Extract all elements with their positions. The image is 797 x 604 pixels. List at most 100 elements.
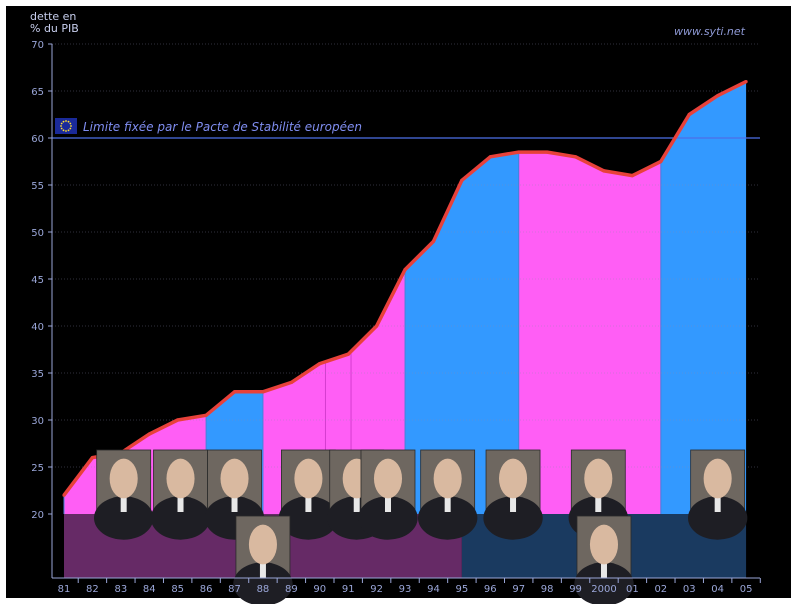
eu-flag-icon	[55, 118, 77, 134]
debt-point	[346, 352, 350, 356]
x-tick-label: 82	[86, 584, 99, 595]
debt-point	[176, 418, 180, 422]
prime-minister-portrait-icon	[150, 449, 211, 540]
y-tick-label: 60	[31, 134, 44, 145]
x-tick-label: 90	[313, 584, 326, 595]
x-tick-label: 97	[512, 584, 525, 595]
debt-point	[602, 169, 606, 173]
portrait-collar	[600, 560, 607, 578]
portrait-face	[589, 524, 619, 565]
government-area-left	[518, 152, 661, 514]
portrait-face	[294, 458, 323, 499]
y-tick-label: 35	[31, 369, 44, 380]
x-tick-label: 85	[171, 584, 184, 595]
eu-flag-star	[60, 127, 63, 130]
prime-minister-portrait-icon	[204, 449, 265, 540]
eu-flag-star	[62, 120, 65, 123]
x-tick-label: 87	[228, 584, 241, 595]
debt-point	[90, 456, 95, 460]
x-tick-label: 89	[285, 584, 298, 595]
y-tick-label: 55	[31, 181, 44, 192]
portrait-collar	[595, 494, 602, 512]
debt-point	[573, 155, 578, 159]
debt-point	[716, 94, 720, 98]
debt-point	[204, 413, 208, 417]
portrait-shoulders	[483, 496, 543, 540]
y-tick-label: 65	[31, 87, 44, 98]
portrait-shoulders	[358, 496, 418, 540]
eu-flag-star	[65, 120, 67, 122]
eu-flag-star	[67, 120, 70, 123]
prime-minister-portrait-icon	[93, 449, 154, 540]
portrait-face	[109, 458, 138, 499]
x-tick-label: 93	[399, 584, 412, 595]
x-tick-label: 95	[456, 584, 469, 595]
portrait-collar	[305, 494, 312, 512]
president-portrait-icon	[574, 515, 634, 604]
portrait-face	[220, 458, 249, 499]
debt-point	[289, 380, 293, 384]
debt-point	[545, 150, 549, 154]
y-unit-label: dette en	[30, 10, 76, 23]
x-tick-label: 96	[484, 584, 497, 595]
portrait-face	[498, 458, 528, 499]
x-tick-label: 2000	[591, 584, 616, 595]
x-tick-label: 83	[114, 584, 127, 595]
debt-point	[630, 174, 635, 178]
portrait-collar	[353, 494, 360, 512]
y-tick-label: 40	[31, 322, 44, 333]
x-tick-label: 91	[342, 584, 355, 595]
debt-point	[147, 432, 151, 436]
debt-point	[62, 493, 66, 497]
debt-point	[488, 155, 492, 159]
president-portrait-icon	[233, 515, 293, 604]
eu-flag-star	[60, 125, 62, 127]
x-tick-label: 01	[626, 584, 639, 595]
x-tick-label: 84	[143, 584, 156, 595]
x-tick-label: 86	[200, 584, 213, 595]
portrait-face	[703, 458, 732, 499]
source-credit: www.syti.net	[674, 25, 746, 38]
portrait-collar	[384, 494, 391, 512]
portrait-collar	[177, 494, 184, 512]
x-tick-label: 88	[257, 584, 270, 595]
portrait-face	[248, 524, 277, 565]
portrait-shoulders	[150, 496, 211, 540]
debt-point	[687, 112, 691, 117]
y-tick-label: 20	[31, 510, 44, 521]
x-tick-label: 98	[541, 584, 554, 595]
debt-point	[403, 268, 407, 272]
portrait-face	[166, 458, 195, 499]
y-tick-label: 50	[31, 228, 44, 239]
portrait-face	[433, 458, 462, 499]
prime-minister-portrait-icon	[278, 449, 339, 540]
portrait-shoulders	[687, 496, 748, 540]
x-tick-label: 05	[740, 584, 753, 595]
debt-point	[659, 159, 663, 164]
y-tick-label: 45	[31, 275, 44, 286]
debt-point	[375, 324, 379, 328]
x-tick-label: 94	[427, 584, 440, 595]
debt-point	[744, 80, 748, 84]
portrait-shoulders	[278, 496, 339, 540]
government-area-right	[660, 81, 747, 514]
portrait-collar	[510, 494, 517, 512]
debt-point	[460, 178, 464, 182]
y-tick-label: 25	[31, 463, 44, 474]
eu-flag-star	[62, 129, 65, 132]
prime-minister-portrait-icon	[358, 449, 418, 540]
portrait-shoulders	[574, 562, 634, 604]
y-unit-label: % du PIB	[30, 22, 79, 35]
debt-point	[431, 239, 436, 243]
y-tick-label: 30	[31, 416, 44, 427]
x-tick-label: 02	[654, 584, 667, 595]
y-tick-label: 70	[31, 40, 44, 51]
portrait-collar	[120, 494, 127, 512]
eu-flag-star	[67, 129, 70, 132]
x-tick-label: 81	[58, 584, 71, 595]
stability-pact-limit-label: Limite fixée par le Pacte de Stabilité e…	[83, 120, 362, 134]
portrait-collar	[231, 494, 238, 512]
eu-flag-star	[69, 122, 72, 125]
